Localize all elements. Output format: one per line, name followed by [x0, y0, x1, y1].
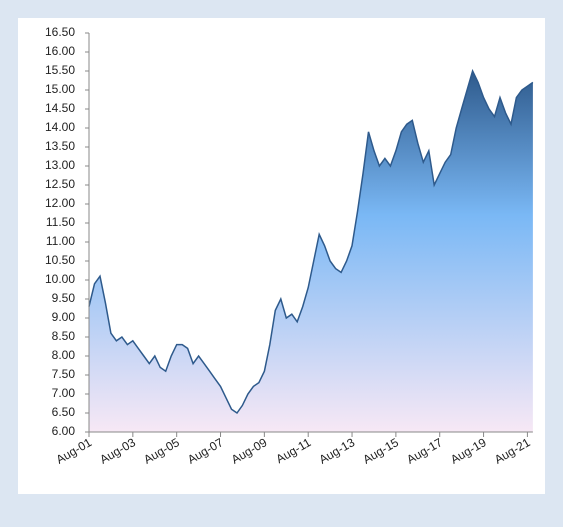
y-tick-label: 16.50 [45, 25, 75, 39]
y-tick-label: 8.00 [52, 348, 76, 362]
area [89, 71, 533, 432]
y-tick-label: 6.50 [52, 405, 76, 419]
line [88, 68, 534, 415]
y-tick-label: 12.00 [45, 196, 75, 210]
y-tick-label: 14.00 [45, 120, 75, 134]
y-tick-label: 16.00 [45, 44, 75, 58]
y-tick-label: 10.50 [45, 253, 75, 267]
y-tick-label: 6.00 [52, 424, 76, 438]
y-tick-label: 12.50 [45, 177, 75, 191]
y-tick-label: 7.50 [52, 367, 76, 381]
y-tick-label: 7.00 [52, 386, 76, 400]
y-tick-label: 9.00 [52, 310, 76, 324]
y-tick-label: 11.00 [46, 234, 75, 248]
y-tick-label: 8.50 [52, 329, 76, 343]
y-tick-label: 9.50 [52, 291, 76, 305]
y-tick-label: 13.00 [45, 158, 75, 172]
y-tick-label: 11.50 [46, 215, 75, 229]
y-tick-label: 15.00 [45, 82, 75, 96]
y-tick-label: 10.00 [45, 272, 75, 286]
y-tick-label: 13.50 [45, 139, 75, 153]
y-tick-label: 15.50 [45, 63, 75, 77]
y-tick-label: 14.50 [45, 101, 75, 115]
